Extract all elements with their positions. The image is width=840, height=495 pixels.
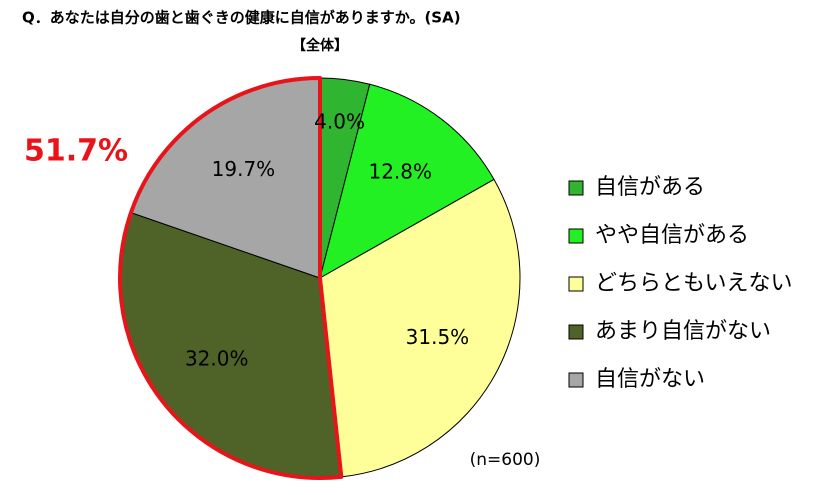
legend-swatch <box>568 276 584 292</box>
legend-label: あまり自信がない <box>595 319 771 344</box>
chart-subtitle: 【全体】 <box>292 37 348 54</box>
legend-label: どちらともいえない <box>595 271 793 296</box>
pie-slice <box>319 83 495 280</box>
pie-slice <box>319 178 521 478</box>
chart-title: Q．あなたは自分の歯と歯ぐきの健康に自信がありますか。(SA) <box>22 9 461 27</box>
highlight-outline <box>118 76 344 480</box>
legend-swatch <box>568 228 584 244</box>
note: (n=600) <box>470 450 541 470</box>
legend-swatch <box>568 372 584 388</box>
annotation: 51.7% <box>24 134 128 169</box>
legend-swatch <box>568 324 584 340</box>
legend-label: 自信がある <box>595 175 705 200</box>
legend-label: 自信がない <box>595 367 705 392</box>
value-label: 31.5% <box>406 325 470 349</box>
legend-label: やや自信がある <box>595 223 749 248</box>
value-label: 19.7% <box>212 157 276 181</box>
value-label: 12.8% <box>368 160 432 184</box>
legend-swatch <box>568 180 584 196</box>
value-label: 4.0% <box>314 110 365 134</box>
value-label: 32.0% <box>185 347 249 371</box>
